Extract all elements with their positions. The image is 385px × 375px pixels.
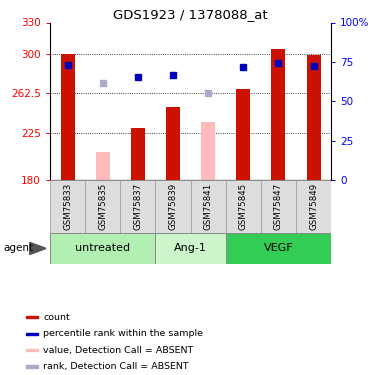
Bar bbox=[85, 180, 120, 232]
Text: GSM75833: GSM75833 bbox=[63, 183, 72, 230]
Bar bbox=[27, 316, 38, 318]
Bar bbox=[27, 365, 38, 368]
Bar bbox=[261, 180, 296, 232]
Bar bbox=[156, 180, 191, 232]
Text: VEGF: VEGF bbox=[264, 243, 293, 254]
Text: value, Detection Call = ABSENT: value, Detection Call = ABSENT bbox=[43, 346, 194, 355]
Text: agent: agent bbox=[4, 243, 34, 254]
Text: GSM75847: GSM75847 bbox=[274, 183, 283, 230]
Bar bbox=[296, 180, 331, 232]
Bar bbox=[131, 128, 145, 180]
Title: GDS1923 / 1378088_at: GDS1923 / 1378088_at bbox=[113, 8, 268, 21]
Text: GSM75835: GSM75835 bbox=[98, 183, 107, 230]
Polygon shape bbox=[30, 242, 46, 255]
Text: rank, Detection Call = ABSENT: rank, Detection Call = ABSENT bbox=[43, 362, 189, 371]
Bar bbox=[27, 333, 38, 335]
Text: untreated: untreated bbox=[75, 243, 130, 254]
Bar bbox=[306, 55, 321, 180]
Text: GSM75841: GSM75841 bbox=[204, 183, 213, 230]
Text: GSM75845: GSM75845 bbox=[239, 183, 248, 230]
Bar bbox=[271, 49, 285, 180]
Text: percentile rank within the sample: percentile rank within the sample bbox=[43, 329, 203, 338]
Text: count: count bbox=[43, 313, 70, 322]
Text: GSM75837: GSM75837 bbox=[133, 183, 142, 230]
Bar bbox=[226, 232, 331, 264]
Bar bbox=[50, 180, 85, 232]
Bar bbox=[96, 152, 110, 180]
Bar bbox=[201, 122, 215, 180]
Bar bbox=[50, 232, 156, 264]
Bar bbox=[121, 180, 156, 232]
Bar bbox=[236, 88, 250, 180]
Bar bbox=[166, 106, 180, 180]
Bar bbox=[226, 180, 261, 232]
Bar bbox=[27, 349, 38, 351]
Bar bbox=[60, 54, 75, 180]
Text: Ang-1: Ang-1 bbox=[174, 243, 207, 254]
Text: GSM75849: GSM75849 bbox=[309, 183, 318, 230]
Bar bbox=[156, 232, 226, 264]
Bar bbox=[191, 180, 226, 232]
Text: GSM75839: GSM75839 bbox=[169, 183, 177, 230]
